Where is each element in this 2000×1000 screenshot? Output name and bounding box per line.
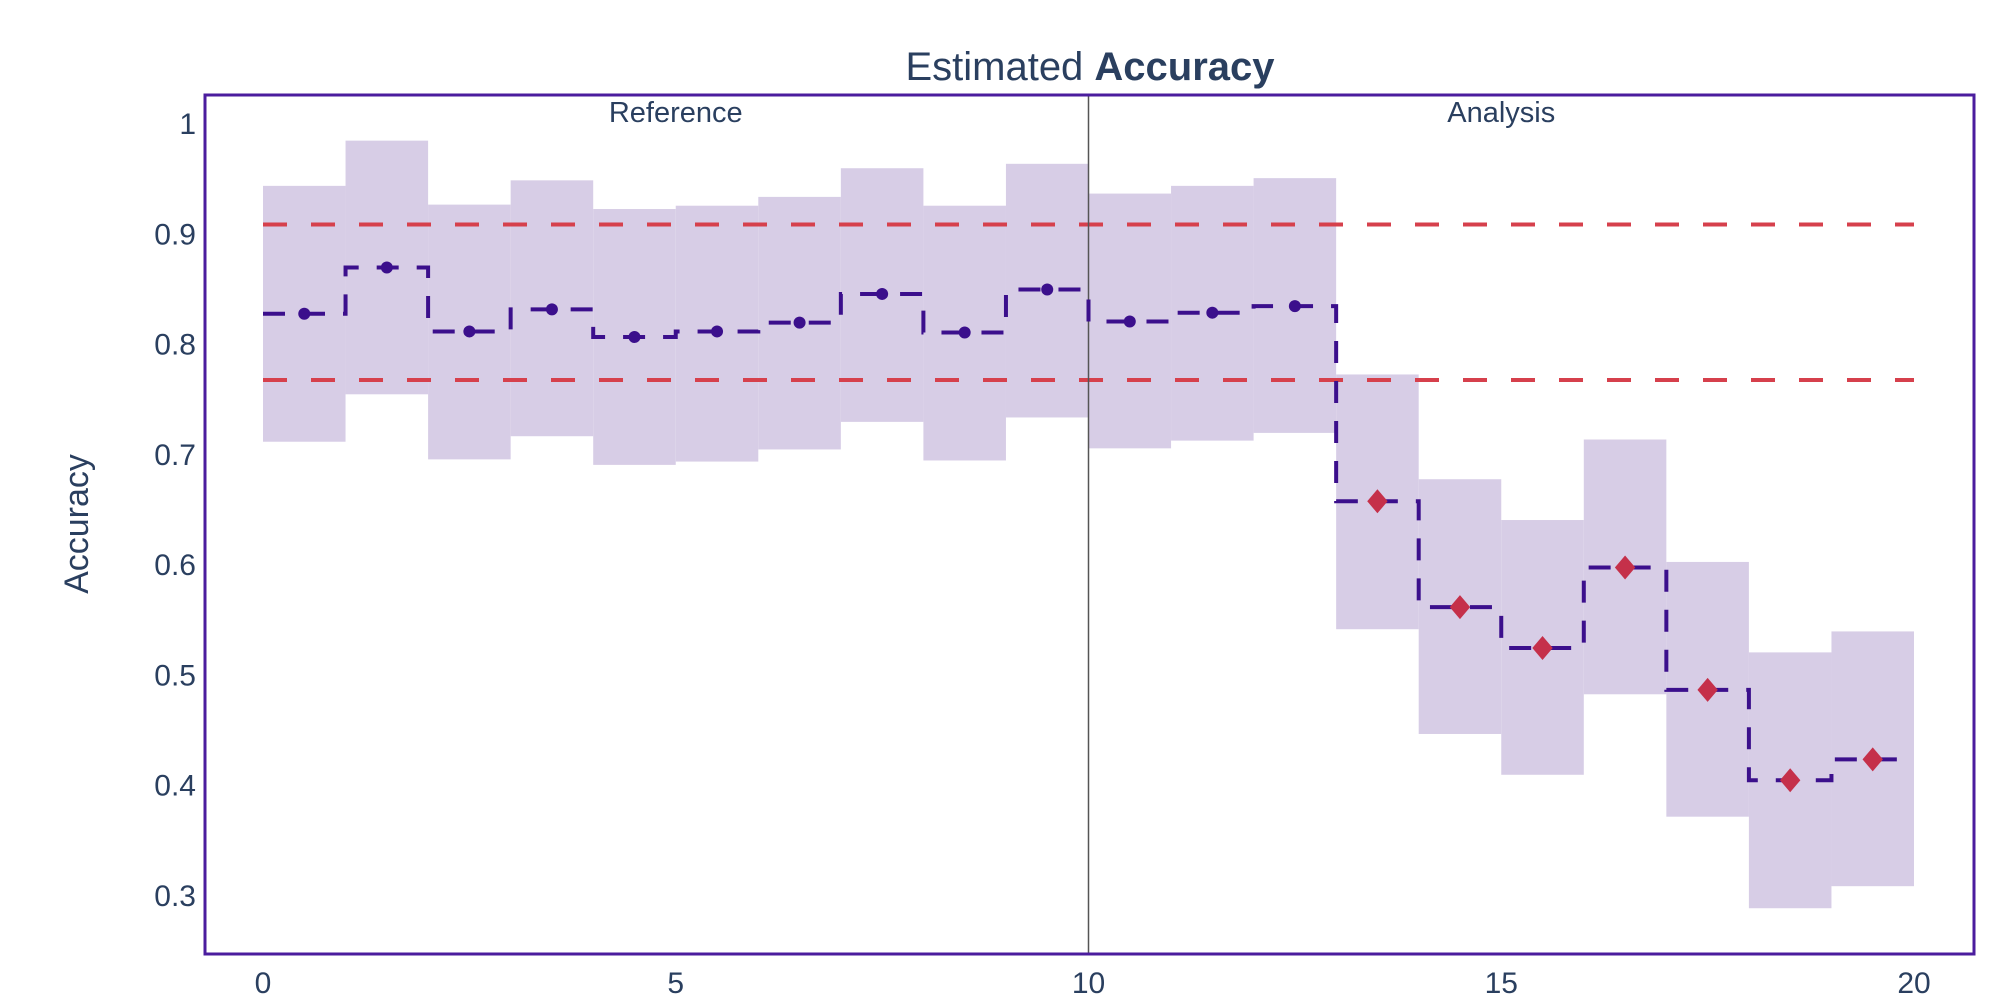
alert-diamond-marker-17 bbox=[1697, 677, 1718, 702]
x-axis-ticks: 0 5 10 15 20 bbox=[255, 967, 1931, 1000]
x-tick-label: 15 bbox=[1485, 967, 1518, 995]
period-labels: Reference Analysis bbox=[609, 97, 1555, 129]
data-point-11 bbox=[1206, 306, 1219, 319]
confidence-bands bbox=[263, 140, 1914, 909]
data-point-7 bbox=[876, 287, 889, 300]
period-label-reference: Reference bbox=[609, 97, 743, 129]
alert-diamond-marker-16 bbox=[1614, 555, 1636, 580]
data-point-1 bbox=[380, 261, 393, 274]
data-point-0 bbox=[298, 307, 311, 320]
x-tick-label: 10 bbox=[1072, 967, 1105, 995]
x-tick-label: 5 bbox=[667, 967, 684, 995]
data-point-8 bbox=[958, 326, 971, 339]
y-tick-label: 0.5 bbox=[154, 659, 196, 692]
alert-diamond-marker-13 bbox=[1367, 489, 1388, 514]
x-tick-label: 20 bbox=[1897, 967, 1930, 995]
y-tick-label: 0.4 bbox=[154, 770, 196, 803]
alert-diamond-marker-14 bbox=[1449, 595, 1471, 620]
alert-diamond-marker-15 bbox=[1532, 635, 1553, 660]
data-point-5 bbox=[711, 325, 724, 338]
y-axis-label: Accuracy bbox=[58, 454, 96, 594]
y-tick-label: 0.6 bbox=[154, 549, 196, 582]
data-point-6 bbox=[793, 316, 806, 329]
alert-diamond-marker-18 bbox=[1779, 768, 1801, 793]
data-point-4 bbox=[628, 330, 641, 343]
y-tick-label: 0.9 bbox=[154, 218, 196, 251]
y-tick-label: 0.7 bbox=[154, 439, 196, 472]
chart-title: Estimated Accuracy bbox=[905, 45, 1275, 89]
y-tick-label: 1 bbox=[179, 108, 196, 141]
data-point-3 bbox=[545, 303, 558, 316]
alert-diamond-marker-19 bbox=[1862, 747, 1883, 772]
data-point-9 bbox=[1041, 283, 1054, 296]
y-axis-ticks: 0.3 0.4 0.5 0.6 0.7 0.8 0.9 1 bbox=[154, 108, 196, 913]
data-point-12 bbox=[1288, 300, 1301, 313]
y-tick-label: 0.3 bbox=[154, 880, 196, 913]
x-tick-label: 0 bbox=[255, 967, 272, 995]
data-point-2 bbox=[463, 325, 476, 338]
data-point-10 bbox=[1123, 315, 1136, 328]
plot-frame bbox=[203, 93, 1976, 956]
period-label-analysis: Analysis bbox=[1447, 97, 1555, 129]
markers bbox=[298, 261, 1883, 793]
y-tick-label: 0.8 bbox=[154, 329, 196, 362]
